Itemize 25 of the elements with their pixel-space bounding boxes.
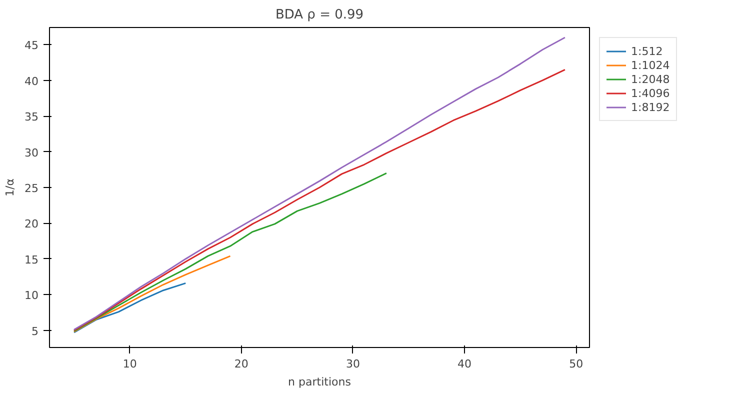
legend-label: 1:4096 [631, 86, 670, 100]
legend-label: 1:512 [631, 44, 663, 58]
y-tick-label: 20 [24, 218, 39, 231]
y-tick-label: 45 [24, 39, 39, 52]
x-tick-label: 20 [234, 358, 248, 370]
x-tick-label: 10 [122, 358, 137, 370]
y-axis-title: 1/α [4, 178, 17, 196]
x-tick-label: 30 [346, 358, 360, 370]
y-tick-label: 5 [32, 324, 38, 338]
legend-label: 1:2048 [631, 72, 670, 86]
line-series [73, 172, 388, 332]
line-series [73, 255, 231, 333]
y-tick-label: 10 [24, 289, 39, 302]
x-tick-label: 50 [569, 358, 584, 370]
y-tick-label: 40 [24, 74, 39, 88]
x-axis-title: n partitions [288, 376, 352, 388]
chart-title: BDA ρ = 0.99 [275, 8, 364, 22]
y-tick-label: 30 [24, 146, 39, 160]
x-tick-label: 40 [458, 358, 472, 370]
line-series [73, 282, 186, 334]
y-tick-label: 15 [24, 253, 39, 266]
legend-label: 1:8192 [631, 100, 670, 114]
y-tick-label: 25 [24, 182, 39, 195]
legend-label: 1:1024 [631, 58, 670, 72]
y-tick-label: 35 [24, 110, 39, 124]
